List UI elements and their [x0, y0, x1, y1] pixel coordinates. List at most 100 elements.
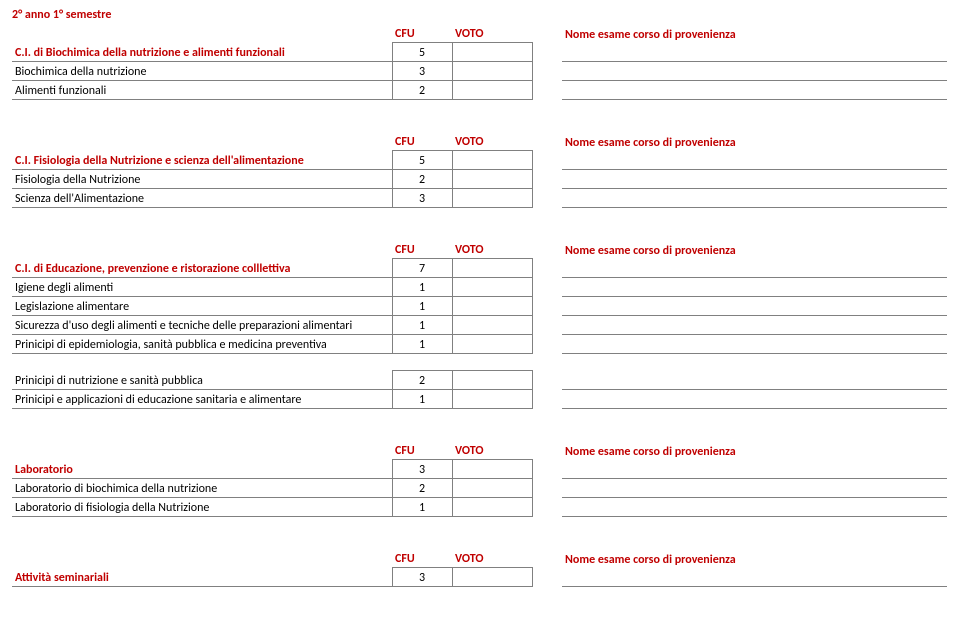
voto-cell: [452, 189, 532, 208]
cfu-cell: 2: [392, 170, 452, 189]
blank: [12, 441, 392, 460]
voto-cell: [452, 170, 532, 189]
voto-cell: [452, 390, 532, 409]
col-header-cfu: CFU: [392, 24, 452, 43]
cfu-cell: 1: [392, 278, 452, 297]
blank: [532, 549, 562, 568]
nome-cell: [562, 371, 947, 390]
table-fisiologia: CFU VOTO Nome esame corso di provenienza…: [12, 132, 947, 208]
nome-cell: [562, 170, 947, 189]
row-label: Scienza dell'Alimentazione: [12, 189, 392, 208]
row-title: Attività seminariali: [12, 568, 392, 587]
section-fisiologia: CFU VOTO Nome esame corso di provenienza…: [12, 132, 947, 208]
blank: [532, 278, 562, 297]
blank: [532, 498, 562, 517]
voto-cell: [452, 479, 532, 498]
nome-cell: [562, 189, 947, 208]
col-header-cfu: CFU: [392, 132, 452, 151]
section-laboratorio: CFU VOTO Nome esame corso di provenienza…: [12, 441, 947, 517]
blank: [532, 43, 562, 62]
table-educazione: CFU VOTO Nome esame corso di provenienza…: [12, 240, 947, 409]
cfu-cell: 3: [392, 460, 452, 479]
blank: [532, 479, 562, 498]
table-seminariali: CFU VOTO Nome esame corso di provenienza…: [12, 549, 947, 587]
cfu-cell: 1: [392, 335, 452, 354]
col-header-voto: VOTO: [452, 132, 532, 151]
cfu-cell: 2: [392, 371, 452, 390]
table-biochimica: CFU VOTO Nome esame corso di provenienza…: [12, 24, 947, 100]
voto-cell: [452, 278, 532, 297]
nome-cell: [562, 43, 947, 62]
voto-cell: [452, 151, 532, 170]
nome-cell: [562, 568, 947, 587]
voto-cell: [452, 371, 532, 390]
row-label: Prinicipi di nutrizione e sanità pubblic…: [12, 371, 392, 390]
col-header-voto: VOTO: [452, 24, 532, 43]
section-seminariali: CFU VOTO Nome esame corso di provenienza…: [12, 549, 947, 587]
col-header-nome: Nome esame corso di provenienza: [562, 240, 947, 259]
row-label: Alimenti funzionali: [12, 81, 392, 100]
blank: [532, 460, 562, 479]
col-header-nome: Nome esame corso di provenienza: [562, 441, 947, 460]
nome-cell: [562, 259, 947, 278]
nome-cell: [562, 335, 947, 354]
row-title: C.I. Fisiologia della Nutrizione e scien…: [12, 151, 392, 170]
cfu-cell: 1: [392, 297, 452, 316]
cfu-cell: 3: [392, 62, 452, 81]
blank: [532, 132, 562, 151]
col-header-cfu: CFU: [392, 549, 452, 568]
row-label: Biochimica della nutrizione: [12, 62, 392, 81]
blank: [532, 62, 562, 81]
row-label: Sicurezza d'uso degli alimenti e tecnich…: [12, 316, 392, 335]
nome-cell: [562, 479, 947, 498]
row-label: Laboratorio di fisiologia della Nutrizio…: [12, 498, 392, 517]
col-header-voto: VOTO: [452, 441, 532, 460]
col-header-voto: VOTO: [452, 240, 532, 259]
section-biochimica: CFU VOTO Nome esame corso di provenienza…: [12, 24, 947, 100]
row-title: C.I. di Biochimica della nutrizione e al…: [12, 43, 392, 62]
blank: [532, 568, 562, 587]
cfu-cell: 2: [392, 81, 452, 100]
voto-cell: [452, 568, 532, 587]
voto-cell: [452, 460, 532, 479]
gap: [12, 354, 947, 371]
voto-cell: [452, 297, 532, 316]
blank: [532, 240, 562, 259]
cfu-cell: 5: [392, 43, 452, 62]
section-educazione: CFU VOTO Nome esame corso di provenienza…: [12, 240, 947, 409]
blank: [12, 549, 392, 568]
voto-cell: [452, 81, 532, 100]
nome-cell: [562, 297, 947, 316]
nome-cell: [562, 498, 947, 517]
blank: [532, 390, 562, 409]
blank: [532, 259, 562, 278]
col-header-nome: Nome esame corso di provenienza: [562, 24, 947, 43]
col-header-nome: Nome esame corso di provenienza: [562, 549, 947, 568]
blank: [12, 24, 392, 43]
row-label: Prinicipi e applicazioni di educazione s…: [12, 390, 392, 409]
cfu-cell: 1: [392, 316, 452, 335]
table-laboratorio: CFU VOTO Nome esame corso di provenienza…: [12, 441, 947, 517]
blank: [532, 81, 562, 100]
cfu-cell: 3: [392, 189, 452, 208]
blank: [532, 151, 562, 170]
blank: [532, 189, 562, 208]
col-header-nome: Nome esame corso di provenienza: [562, 132, 947, 151]
voto-cell: [452, 316, 532, 335]
voto-cell: [452, 43, 532, 62]
blank: [532, 441, 562, 460]
nome-cell: [562, 316, 947, 335]
cfu-cell: 1: [392, 498, 452, 517]
nome-cell: [562, 151, 947, 170]
blank: [532, 170, 562, 189]
voto-cell: [452, 335, 532, 354]
row-label: Legislazione alimentare: [12, 297, 392, 316]
nome-cell: [562, 390, 947, 409]
nome-cell: [562, 62, 947, 81]
blank: [532, 335, 562, 354]
blank: [532, 316, 562, 335]
voto-cell: [452, 498, 532, 517]
col-header-cfu: CFU: [392, 441, 452, 460]
nome-cell: [562, 460, 947, 479]
blank: [532, 24, 562, 43]
